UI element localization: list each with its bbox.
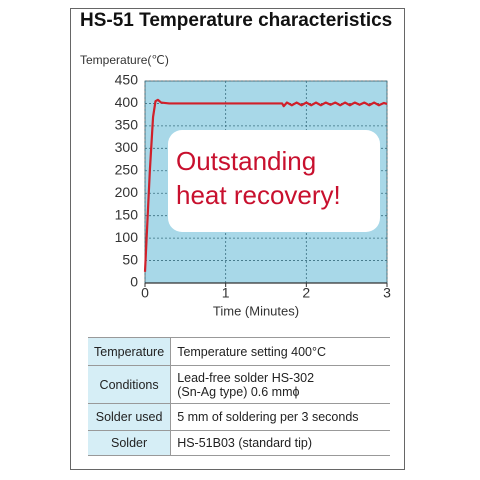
line — [143, 98, 388, 272]
conditions-table: Temperature Temperature setting 400°C Con… — [88, 337, 390, 456]
cell: Lead-free solder HS-302 (Sn-Ag type) 0.6… — [170, 365, 390, 404]
chart-title: HS-51 Temperature characteristics — [80, 10, 392, 31]
x-tick-label: 1 — [222, 285, 230, 301]
cell: Temperature setting 400°C — [170, 337, 390, 366]
cell: HS-51B03 (standard tip) — [170, 430, 390, 456]
y-tick-label: 0 — [130, 274, 138, 290]
y-tick-label: 200 — [115, 184, 139, 200]
row-header: Temperature — [88, 337, 172, 366]
x-axis-label: Time (Minutes) — [213, 303, 299, 318]
y-axis-label: Temperature(℃) — [80, 53, 169, 67]
annotation: Outstanding heat recovery! — [168, 130, 380, 232]
row-header: Conditions — [88, 365, 172, 404]
x-tick-label: 2 — [302, 285, 310, 301]
row-header: Solder — [88, 430, 172, 456]
y-tick-label: 400 — [115, 94, 139, 110]
y-tick-label: 100 — [115, 229, 139, 245]
x-tick-label: 3 — [383, 285, 391, 301]
cell: 5 mm of soldering per 3 seconds — [170, 403, 390, 431]
row-header: Solder used — [88, 403, 172, 431]
y-tick-label: 50 — [122, 251, 138, 267]
frame — [70, 8, 405, 470]
y-tick-label: 150 — [115, 206, 139, 222]
y-tick-label: 350 — [115, 117, 139, 133]
y-tick-label: 250 — [115, 161, 139, 177]
y-tick-label: 450 — [115, 72, 139, 88]
y-tick-label: 300 — [115, 139, 139, 155]
x-tick-label: 0 — [141, 285, 149, 301]
